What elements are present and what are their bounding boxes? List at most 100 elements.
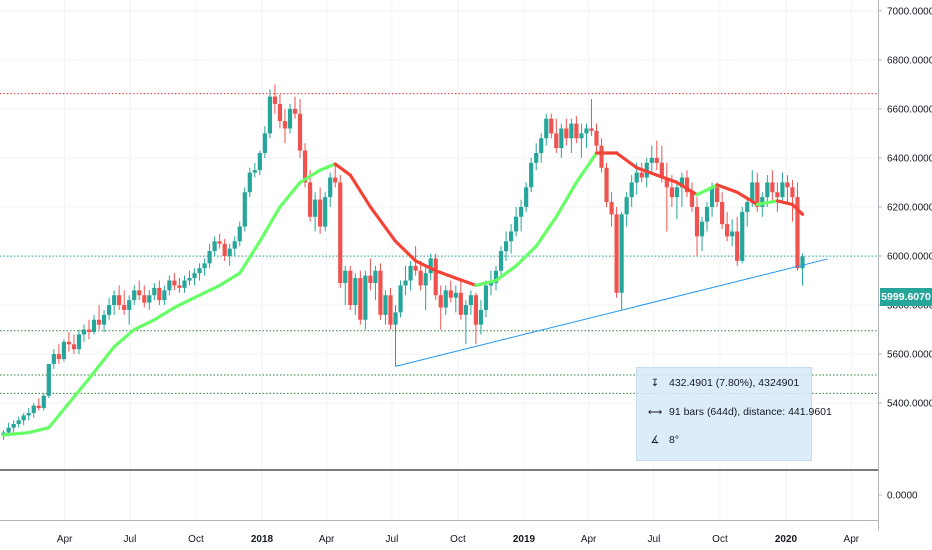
ma-segment: [474, 278, 498, 288]
ma-segment: [67, 377, 91, 405]
x-tick-label: Apr: [319, 534, 335, 545]
ma-segment: [258, 205, 282, 243]
candle-body: [458, 292, 463, 315]
ma-segment: [655, 173, 679, 185]
ma-segment: [172, 293, 202, 310]
candle-body: [398, 285, 403, 313]
candle-body: [212, 241, 217, 252]
candle-body: [368, 275, 373, 283]
candle-body: [207, 251, 212, 264]
ma-segment: [298, 168, 322, 185]
ma-segment: [393, 239, 418, 263]
candle-body: [91, 319, 97, 333]
ma-segment: [218, 271, 242, 288]
ma-segment: [695, 183, 719, 197]
candle-body: [619, 214, 624, 293]
time-axis[interactable]: Apr Jul Oct 2018 Apr Jul Oct 2019 Apr Jul Oct 2020 A…: [57, 534, 860, 545]
candle-body: [664, 177, 669, 188]
trendline[interactable]: [395, 258, 828, 367]
candle-body: [252, 170, 257, 173]
candle-body: [689, 192, 695, 207]
candle-body: [21, 415, 26, 421]
candle-body: [122, 305, 127, 310]
price-axis[interactable]: 7200.00007000.00006800.00006600.00006400…: [878, 0, 932, 502]
candle-body: [16, 420, 21, 424]
candle-body: [31, 405, 36, 413]
candle-body: [654, 157, 659, 163]
candle-body: [358, 278, 363, 320]
x-tick-label: Jul: [124, 534, 137, 545]
candle-body: [282, 121, 288, 129]
bars-range-icon: ⟷: [647, 406, 663, 418]
candle-body: [172, 280, 177, 286]
candle-body: [333, 177, 338, 183]
x-tick-label: Jul: [648, 534, 661, 545]
candle-body: [262, 133, 267, 153]
x-tick-label: 2018: [251, 534, 274, 545]
candle-body: [167, 280, 172, 291]
measure-angle-text: 8°: [669, 434, 680, 446]
candle-body: [508, 231, 514, 242]
candle-body: [674, 187, 679, 198]
candle-body: [71, 344, 77, 350]
candle-body: [569, 123, 574, 139]
candle-body: [589, 128, 594, 131]
candle-body: [604, 167, 609, 203]
candle-body: [287, 108, 293, 129]
candle-body: [393, 312, 398, 325]
candle-body: [76, 334, 82, 350]
candle-body: [137, 290, 142, 296]
candle-body: [519, 206, 524, 217]
candle-body: [634, 172, 639, 183]
candle-body: [302, 150, 308, 183]
ma-segment: [27, 426, 51, 435]
candle-body: [503, 241, 509, 252]
candle-body: [257, 153, 262, 171]
candle-body: [730, 231, 735, 237]
candle-body: [594, 130, 599, 146]
candle-body: [498, 251, 504, 271]
axes: [0, 0, 879, 530]
candle-body: [659, 162, 664, 178]
candle-body: [770, 182, 775, 193]
candle-body: [624, 197, 629, 215]
candle-body: [222, 243, 227, 256]
candle-body: [127, 300, 132, 310]
candle-body: [61, 341, 66, 359]
candle-body: [378, 270, 383, 315]
candle-body: [684, 177, 690, 193]
candle-body: [152, 287, 157, 296]
candle-body: [433, 258, 438, 296]
candle-body: [112, 295, 117, 306]
candle-body: [267, 96, 272, 134]
ma-segment: [635, 166, 659, 177]
ma-segment: [414, 259, 438, 273]
x-tick-label: Apr: [581, 534, 597, 545]
candle-body: [720, 202, 725, 225]
candle-body: [237, 226, 242, 242]
candle-body: [750, 182, 755, 203]
candle-body: [453, 292, 458, 298]
trendline-line: [395, 258, 828, 367]
ma-segment: [47, 401, 71, 430]
price-range-icon: ↧: [650, 377, 660, 389]
y-tick-label: 6400.0000: [887, 153, 932, 164]
ma-segment: [534, 215, 558, 248]
ma-segment: [112, 327, 136, 349]
candle-body: [599, 145, 604, 168]
candle-body: [383, 295, 388, 315]
y-tick-label: 6200.0000: [887, 202, 932, 213]
x-tick-label: Oct: [450, 534, 466, 545]
x-tick-label: Jul: [386, 534, 399, 545]
candle-body: [247, 172, 252, 193]
candle-body: [272, 96, 278, 104]
x-tick-label: Oct: [188, 534, 204, 545]
candle-body: [232, 241, 237, 249]
candle-body: [413, 265, 418, 271]
ma-segment: [494, 264, 518, 283]
candle-body: [388, 295, 393, 325]
candle-body: [468, 295, 473, 306]
candle-body: [473, 295, 479, 325]
candle-body: [679, 177, 685, 188]
